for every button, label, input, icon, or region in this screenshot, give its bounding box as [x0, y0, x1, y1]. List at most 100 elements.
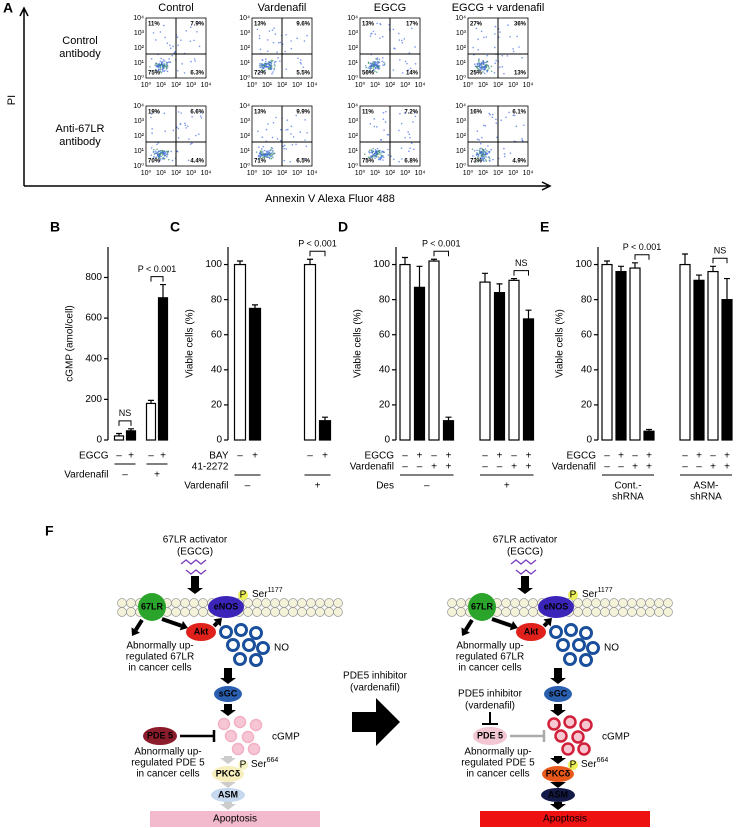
y-tick-label: 800	[85, 272, 102, 283]
event-dot	[161, 68, 164, 71]
event-dot	[160, 155, 162, 158]
x-tick-label: 10⁴	[201, 170, 212, 177]
event-dot	[483, 36, 485, 39]
event-dot	[197, 22, 200, 24]
event-dot	[271, 72, 273, 75]
membrane-lipid	[198, 598, 208, 608]
event-dot	[494, 62, 496, 64]
event-dot	[166, 70, 169, 73]
note-label: in cancer cells	[466, 769, 529, 780]
quadrant-percent: 7.9%	[190, 22, 204, 28]
event-dot	[166, 156, 168, 158]
event-dot	[183, 72, 186, 74]
event-dot	[304, 139, 306, 141]
membrane-lipid	[243, 607, 253, 617]
event-dot	[375, 151, 377, 154]
event-dot	[268, 150, 271, 152]
asm-node	[541, 788, 575, 802]
y-tick-label: 10⁰	[239, 162, 250, 170]
event-dot	[161, 70, 164, 72]
event-dot	[409, 136, 411, 139]
quadrant-percent: 13%	[254, 22, 267, 28]
quadrant-percent: 11%	[362, 110, 374, 116]
event-dot	[256, 28, 259, 31]
x-tick-label: 10²	[277, 82, 288, 89]
event-dot	[414, 62, 417, 65]
event-dot	[184, 122, 186, 125]
inhibition-line	[510, 730, 546, 742]
event-dot	[480, 152, 482, 155]
event-dot	[374, 154, 376, 157]
event-dot	[166, 153, 168, 156]
membrane-lipid	[627, 607, 637, 617]
sign: +	[632, 462, 638, 473]
membrane-lipid	[333, 607, 343, 617]
y-tick-label: 10³	[348, 118, 359, 125]
enos-label: eNOS	[214, 601, 239, 611]
bar	[233, 263, 247, 441]
x-axis-arrow	[24, 181, 552, 191]
event-dot	[372, 69, 375, 71]
inhibition-line	[180, 730, 216, 742]
event-dot	[177, 127, 180, 130]
event-dot	[370, 67, 372, 70]
event-dot	[160, 61, 163, 64]
event-dot	[367, 156, 370, 159]
arrow-shaft	[464, 618, 474, 632]
event-dot	[169, 47, 172, 50]
event-dot	[477, 48, 480, 51]
panel-letter: F	[45, 523, 54, 539]
pde5-label: PDE 5	[147, 730, 173, 740]
y-tick-label: 10⁴	[239, 103, 250, 110]
cgmp-molecule	[247, 742, 261, 756]
event-dot	[476, 130, 479, 132]
event-dot	[168, 61, 171, 63]
membrane-lipid	[654, 607, 664, 617]
event-dot	[499, 31, 501, 33]
bar	[145, 402, 157, 441]
phospho-label: P	[240, 760, 247, 771]
event-dot	[374, 67, 377, 70]
event-dot	[477, 65, 479, 68]
y-tick-label: 0	[96, 435, 102, 446]
event-dot	[270, 59, 272, 62]
event-dot	[188, 138, 190, 140]
cgmp-molecule	[217, 717, 231, 731]
sign: +	[315, 481, 321, 492]
membrane-lipid	[591, 598, 601, 608]
x-tick-label: 10³	[292, 82, 303, 89]
event-dot	[262, 145, 265, 148]
membrane-lipid	[501, 598, 511, 608]
x-tick-label: 10²	[171, 82, 182, 89]
event-dot	[479, 64, 482, 66]
membrane-lipid	[519, 598, 529, 608]
sign: –	[402, 451, 408, 462]
x-tick-label: 10⁴	[523, 82, 534, 89]
membrane-lipid	[252, 607, 262, 617]
y-tick-label: 10³	[456, 118, 467, 125]
event-dot	[261, 136, 264, 139]
cgmp-molecule	[554, 729, 568, 743]
event-dot	[261, 63, 264, 66]
event-dot	[373, 125, 376, 128]
event-dot	[366, 159, 369, 161]
site-residue: Ser	[252, 589, 268, 600]
event-dot	[161, 154, 164, 156]
event-dot	[482, 60, 484, 62]
quadrant-percent: 13%	[514, 71, 527, 77]
event-dot	[163, 155, 166, 157]
event-dot	[191, 116, 193, 118]
event-dot	[375, 152, 377, 155]
y-tick-label: 10¹	[456, 148, 467, 155]
flow-plot	[467, 105, 529, 167]
event-dot	[263, 149, 266, 152]
y-tick-label: 10³	[456, 30, 467, 37]
event-dot	[258, 146, 260, 148]
event-dot	[400, 147, 403, 149]
event-dot	[399, 112, 401, 115]
event-dot	[167, 61, 170, 63]
event-dot	[150, 147, 153, 149]
event-dot	[303, 158, 306, 160]
note-label: regulated 67LR	[456, 652, 524, 663]
sign: +	[724, 462, 730, 473]
